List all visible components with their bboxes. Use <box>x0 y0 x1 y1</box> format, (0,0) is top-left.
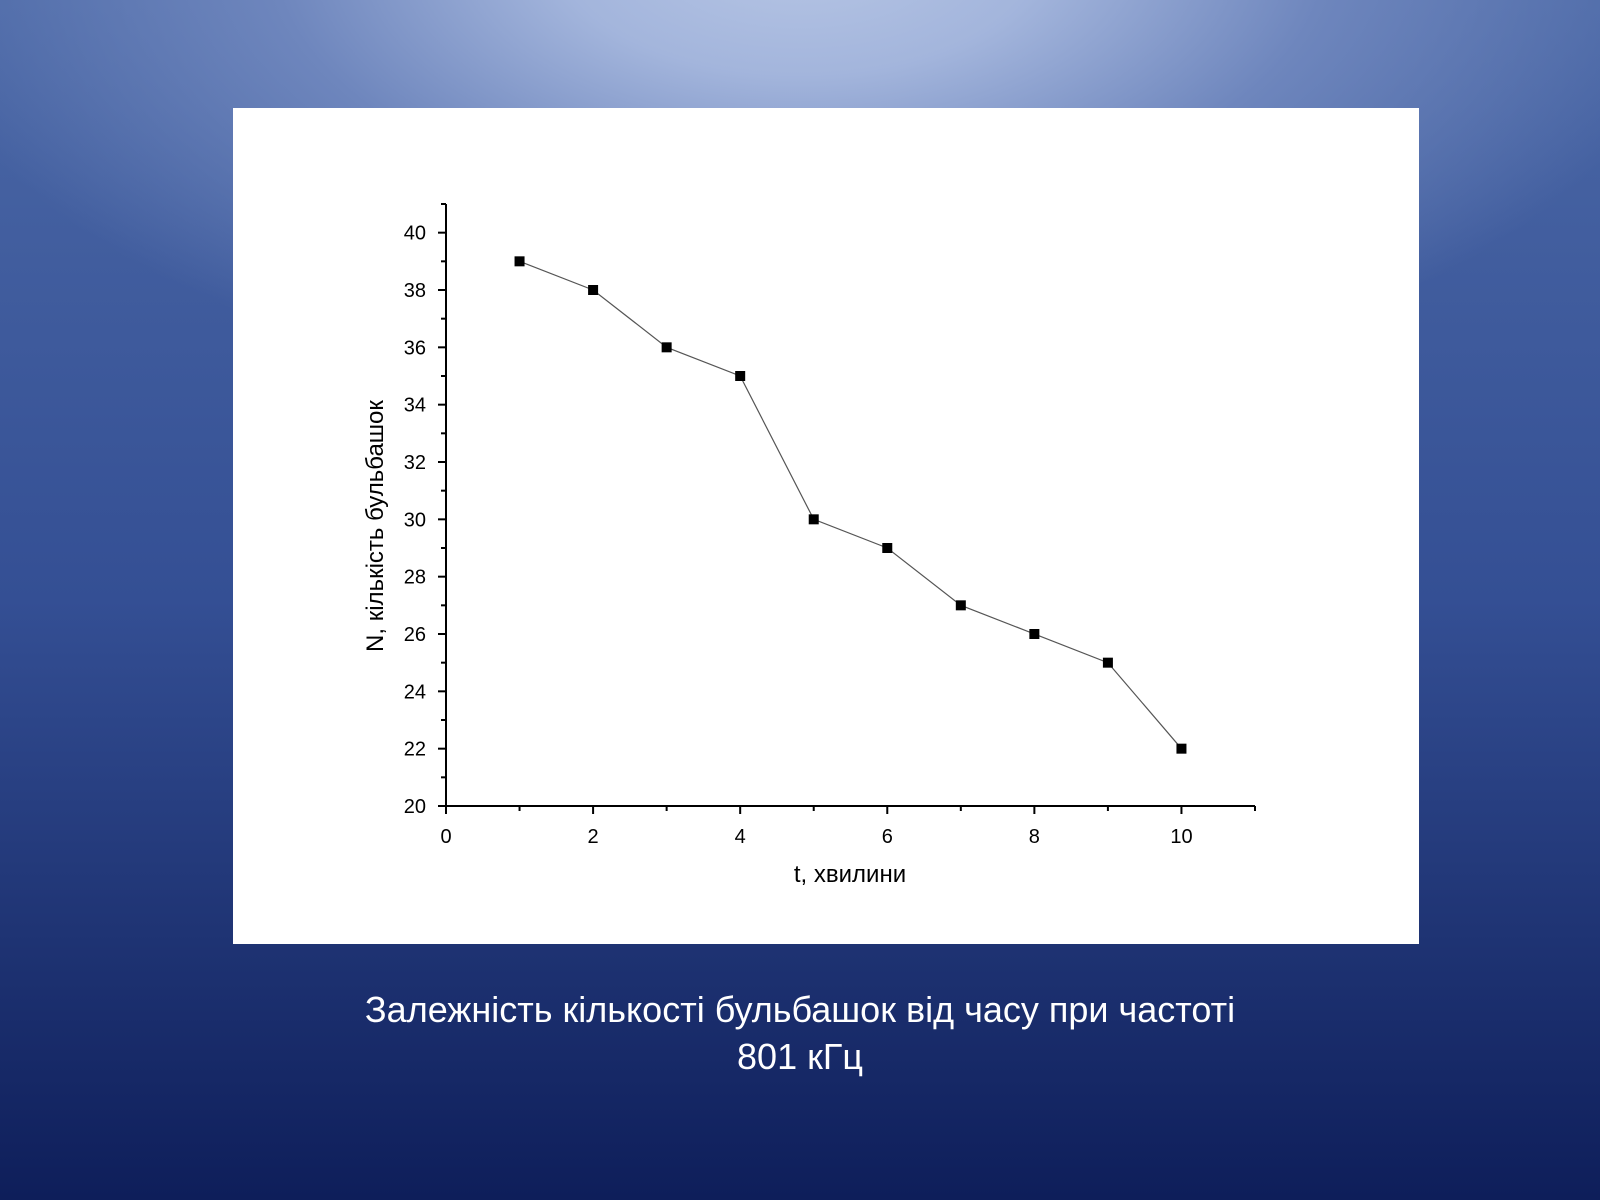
y-tick-label: 36 <box>404 337 426 359</box>
series-layer <box>514 256 1187 754</box>
data-point-marker <box>514 256 525 267</box>
data-point-marker <box>661 342 672 353</box>
chart-panel: 0 2 4 6 8 10 20 22 24 26 28 30 32 34 36 38 40 t, хвилини… <box>233 108 1419 944</box>
x-tick-label: 0 <box>440 826 451 848</box>
x-axis-title: t, хвилини <box>794 861 906 888</box>
x-tick-label: 4 <box>735 826 746 848</box>
caption-line-2: 801 кГц <box>737 1036 863 1077</box>
y-tick-label: 34 <box>404 395 426 417</box>
y-tick-label: 26 <box>404 624 426 646</box>
x-tick-label: 6 <box>882 826 893 848</box>
x-tick-label: 8 <box>1029 826 1040 848</box>
x-tick-label: 10 <box>1170 826 1192 848</box>
y-tick-label: 32 <box>404 452 426 474</box>
series-line <box>519 260 1182 750</box>
x-tick-label: 2 <box>588 826 599 848</box>
y-tick-label: 30 <box>404 509 426 531</box>
data-point-marker <box>808 514 819 525</box>
slide-caption: Залежність кількості бульбашок від часу … <box>200 986 1400 1080</box>
y-tick-label: 40 <box>404 223 426 245</box>
data-point-marker <box>955 600 966 611</box>
data-point-marker <box>1102 657 1113 668</box>
data-point-marker <box>588 285 599 295</box>
y-axis-title: N, кількість бульбашок <box>362 400 389 652</box>
y-tick-label: 22 <box>404 739 426 761</box>
data-point-marker <box>735 371 746 381</box>
y-tick-label: 38 <box>404 280 426 302</box>
y-tick-label: 24 <box>404 681 426 703</box>
caption-line-1: Залежність кількості бульбашок від часу … <box>364 989 1236 1030</box>
y-tick-label: 28 <box>404 567 426 589</box>
data-point-marker <box>882 543 893 553</box>
data-point-marker <box>1176 743 1187 754</box>
data-point-marker <box>1029 629 1040 639</box>
y-tick-label: 20 <box>404 796 426 818</box>
